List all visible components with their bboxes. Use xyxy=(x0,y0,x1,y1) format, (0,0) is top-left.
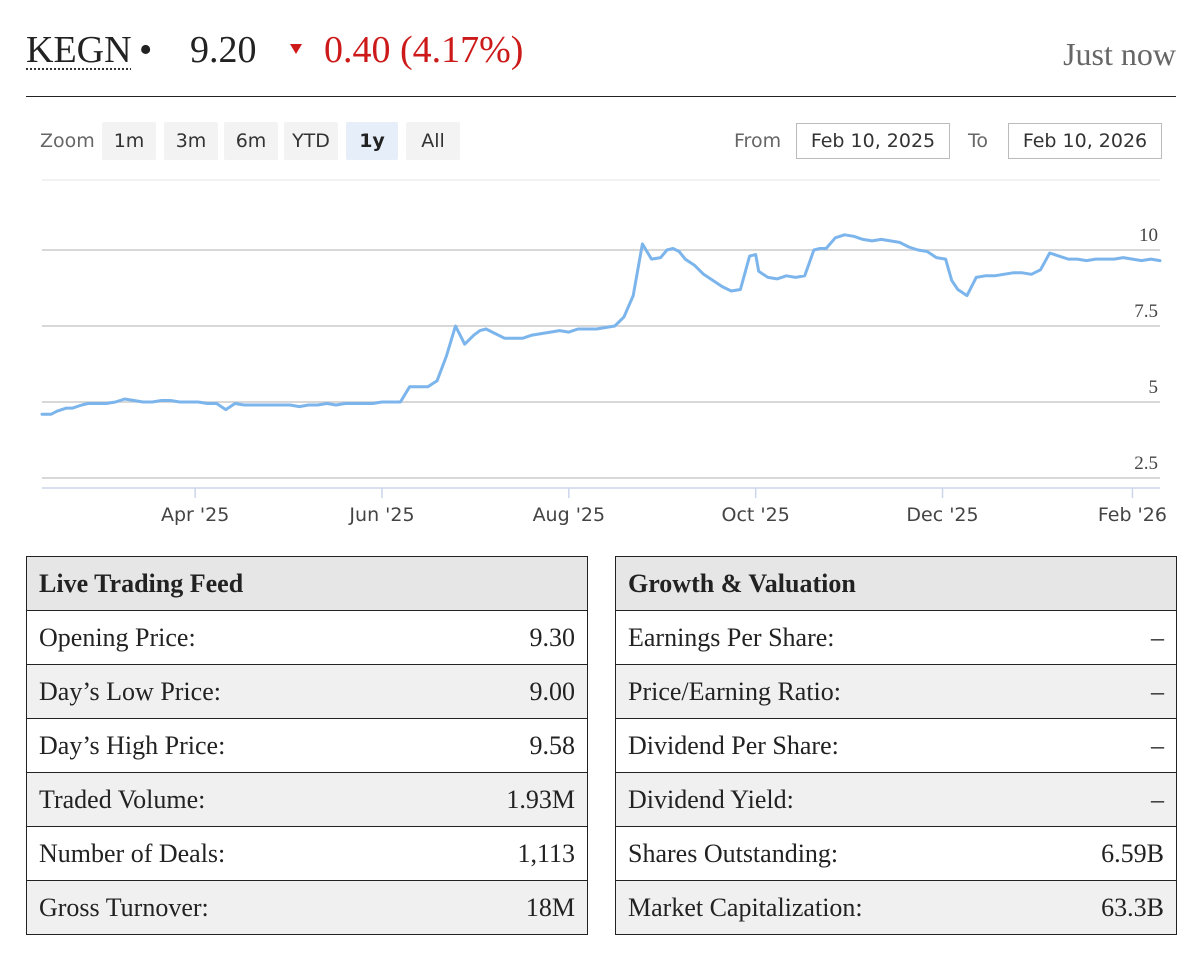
row-value: 1,113 xyxy=(517,839,575,868)
x-tick-label: Aug '25 xyxy=(533,504,606,526)
table-row: Number of Deals: 1,113 xyxy=(27,827,587,881)
table-row: Dividend Per Share: – xyxy=(616,719,1176,773)
row-label: Shares Outstanding: xyxy=(628,839,839,868)
x-tick-label: Dec '25 xyxy=(906,504,978,526)
ticker-symbol[interactable]: KEGN xyxy=(26,29,132,71)
y-tick-label: 2.5 xyxy=(1134,453,1158,474)
table-row: Day’s High Price: 9.58 xyxy=(27,719,587,773)
row-value: 63.3B xyxy=(1101,893,1164,922)
table-row: Earnings Per Share: – xyxy=(616,611,1176,665)
row-value: – xyxy=(1151,785,1164,814)
table-row: Gross Turnover: 18M xyxy=(27,881,587,934)
row-value: 18M xyxy=(525,893,575,922)
row-value: 9.58 xyxy=(529,731,576,760)
from-label: From xyxy=(734,130,782,152)
row-label: Earnings Per Share: xyxy=(628,623,835,652)
down-arrow-icon xyxy=(290,44,302,54)
zoom-button-6m[interactable]: 6m xyxy=(224,122,278,160)
row-label: Day’s Low Price: xyxy=(39,677,221,706)
table-row: Day’s Low Price: 9.00 xyxy=(27,665,587,719)
zoom-button-1m[interactable]: 1m xyxy=(102,122,156,160)
table-row: Market Capitalization: 63.3B xyxy=(616,881,1176,934)
price-series-line xyxy=(40,233,1162,416)
table-row: Traded Volume: 1.93M xyxy=(27,773,587,827)
price-chart[interactable]: 2.5 5 7.5 10 Apr '25 Jun '25 Aug '25 Oct '25 Dec… xyxy=(0,170,1200,540)
row-value: – xyxy=(1151,677,1164,706)
row-label: Market Capitalization: xyxy=(628,893,863,922)
row-value: – xyxy=(1151,623,1164,652)
y-tick-label: 10 xyxy=(1139,225,1158,246)
row-label: Dividend Yield: xyxy=(628,785,794,814)
row-value: 9.00 xyxy=(529,677,576,706)
trading-feed-title: Live Trading Feed xyxy=(27,557,587,611)
zoom-button-all[interactable]: All xyxy=(406,122,460,160)
zoom-label: Zoom xyxy=(40,130,95,152)
range-selector: Zoom 1m 3m 6m YTD 1y All From To xyxy=(40,122,1164,160)
from-date-input[interactable] xyxy=(796,123,950,159)
price-change: 0.40 (4.17%) xyxy=(324,29,524,71)
y-tick-label: 5 xyxy=(1149,377,1159,398)
row-value: – xyxy=(1151,731,1164,760)
zoom-button-3m[interactable]: 3m xyxy=(164,122,218,160)
table-row: Shares Outstanding: 6.59B xyxy=(616,827,1176,881)
x-tick-label: Apr '25 xyxy=(161,504,229,526)
x-tick-label: Feb '26 xyxy=(1098,504,1167,526)
header-divider xyxy=(26,96,1176,97)
row-label: Price/Earning Ratio: xyxy=(628,677,842,706)
row-label: Gross Turnover: xyxy=(39,893,209,922)
growth-valuation-title: Growth & Valuation xyxy=(616,557,1176,611)
growth-valuation-table: Growth & Valuation Earnings Per Share: –… xyxy=(615,556,1177,935)
trading-feed-table: Live Trading Feed Opening Price: 9.30 Da… xyxy=(26,556,588,935)
row-value: 1.93M xyxy=(506,785,575,814)
row-label: Opening Price: xyxy=(39,623,196,652)
zoom-button-1y[interactable]: 1y xyxy=(346,122,398,160)
last-price: 9.20 xyxy=(190,29,257,71)
y-tick-label: 7.5 xyxy=(1134,301,1158,322)
row-label: Traded Volume: xyxy=(39,785,206,814)
row-label: Dividend Per Share: xyxy=(628,731,839,760)
x-tick-label: Oct '25 xyxy=(722,504,790,526)
row-value: 6.59B xyxy=(1101,839,1164,868)
to-date-input[interactable] xyxy=(1008,123,1162,159)
row-value: 9.30 xyxy=(529,623,576,652)
quote-header: KEGN • 9.20 0.40 (4.17%) Just now xyxy=(26,24,1176,80)
row-label: Number of Deals: xyxy=(39,839,226,868)
zoom-button-ytd[interactable]: YTD xyxy=(284,122,338,160)
row-label: Day’s High Price: xyxy=(39,731,226,760)
to-label: To xyxy=(968,130,989,152)
table-row: Dividend Yield: – xyxy=(616,773,1176,827)
last-updated: Just now xyxy=(1063,36,1176,72)
x-tick-label: Jun '25 xyxy=(348,504,414,526)
separator-bullet: • xyxy=(139,29,153,71)
table-row: Opening Price: 9.30 xyxy=(27,611,587,665)
table-row: Price/Earning Ratio: – xyxy=(616,665,1176,719)
